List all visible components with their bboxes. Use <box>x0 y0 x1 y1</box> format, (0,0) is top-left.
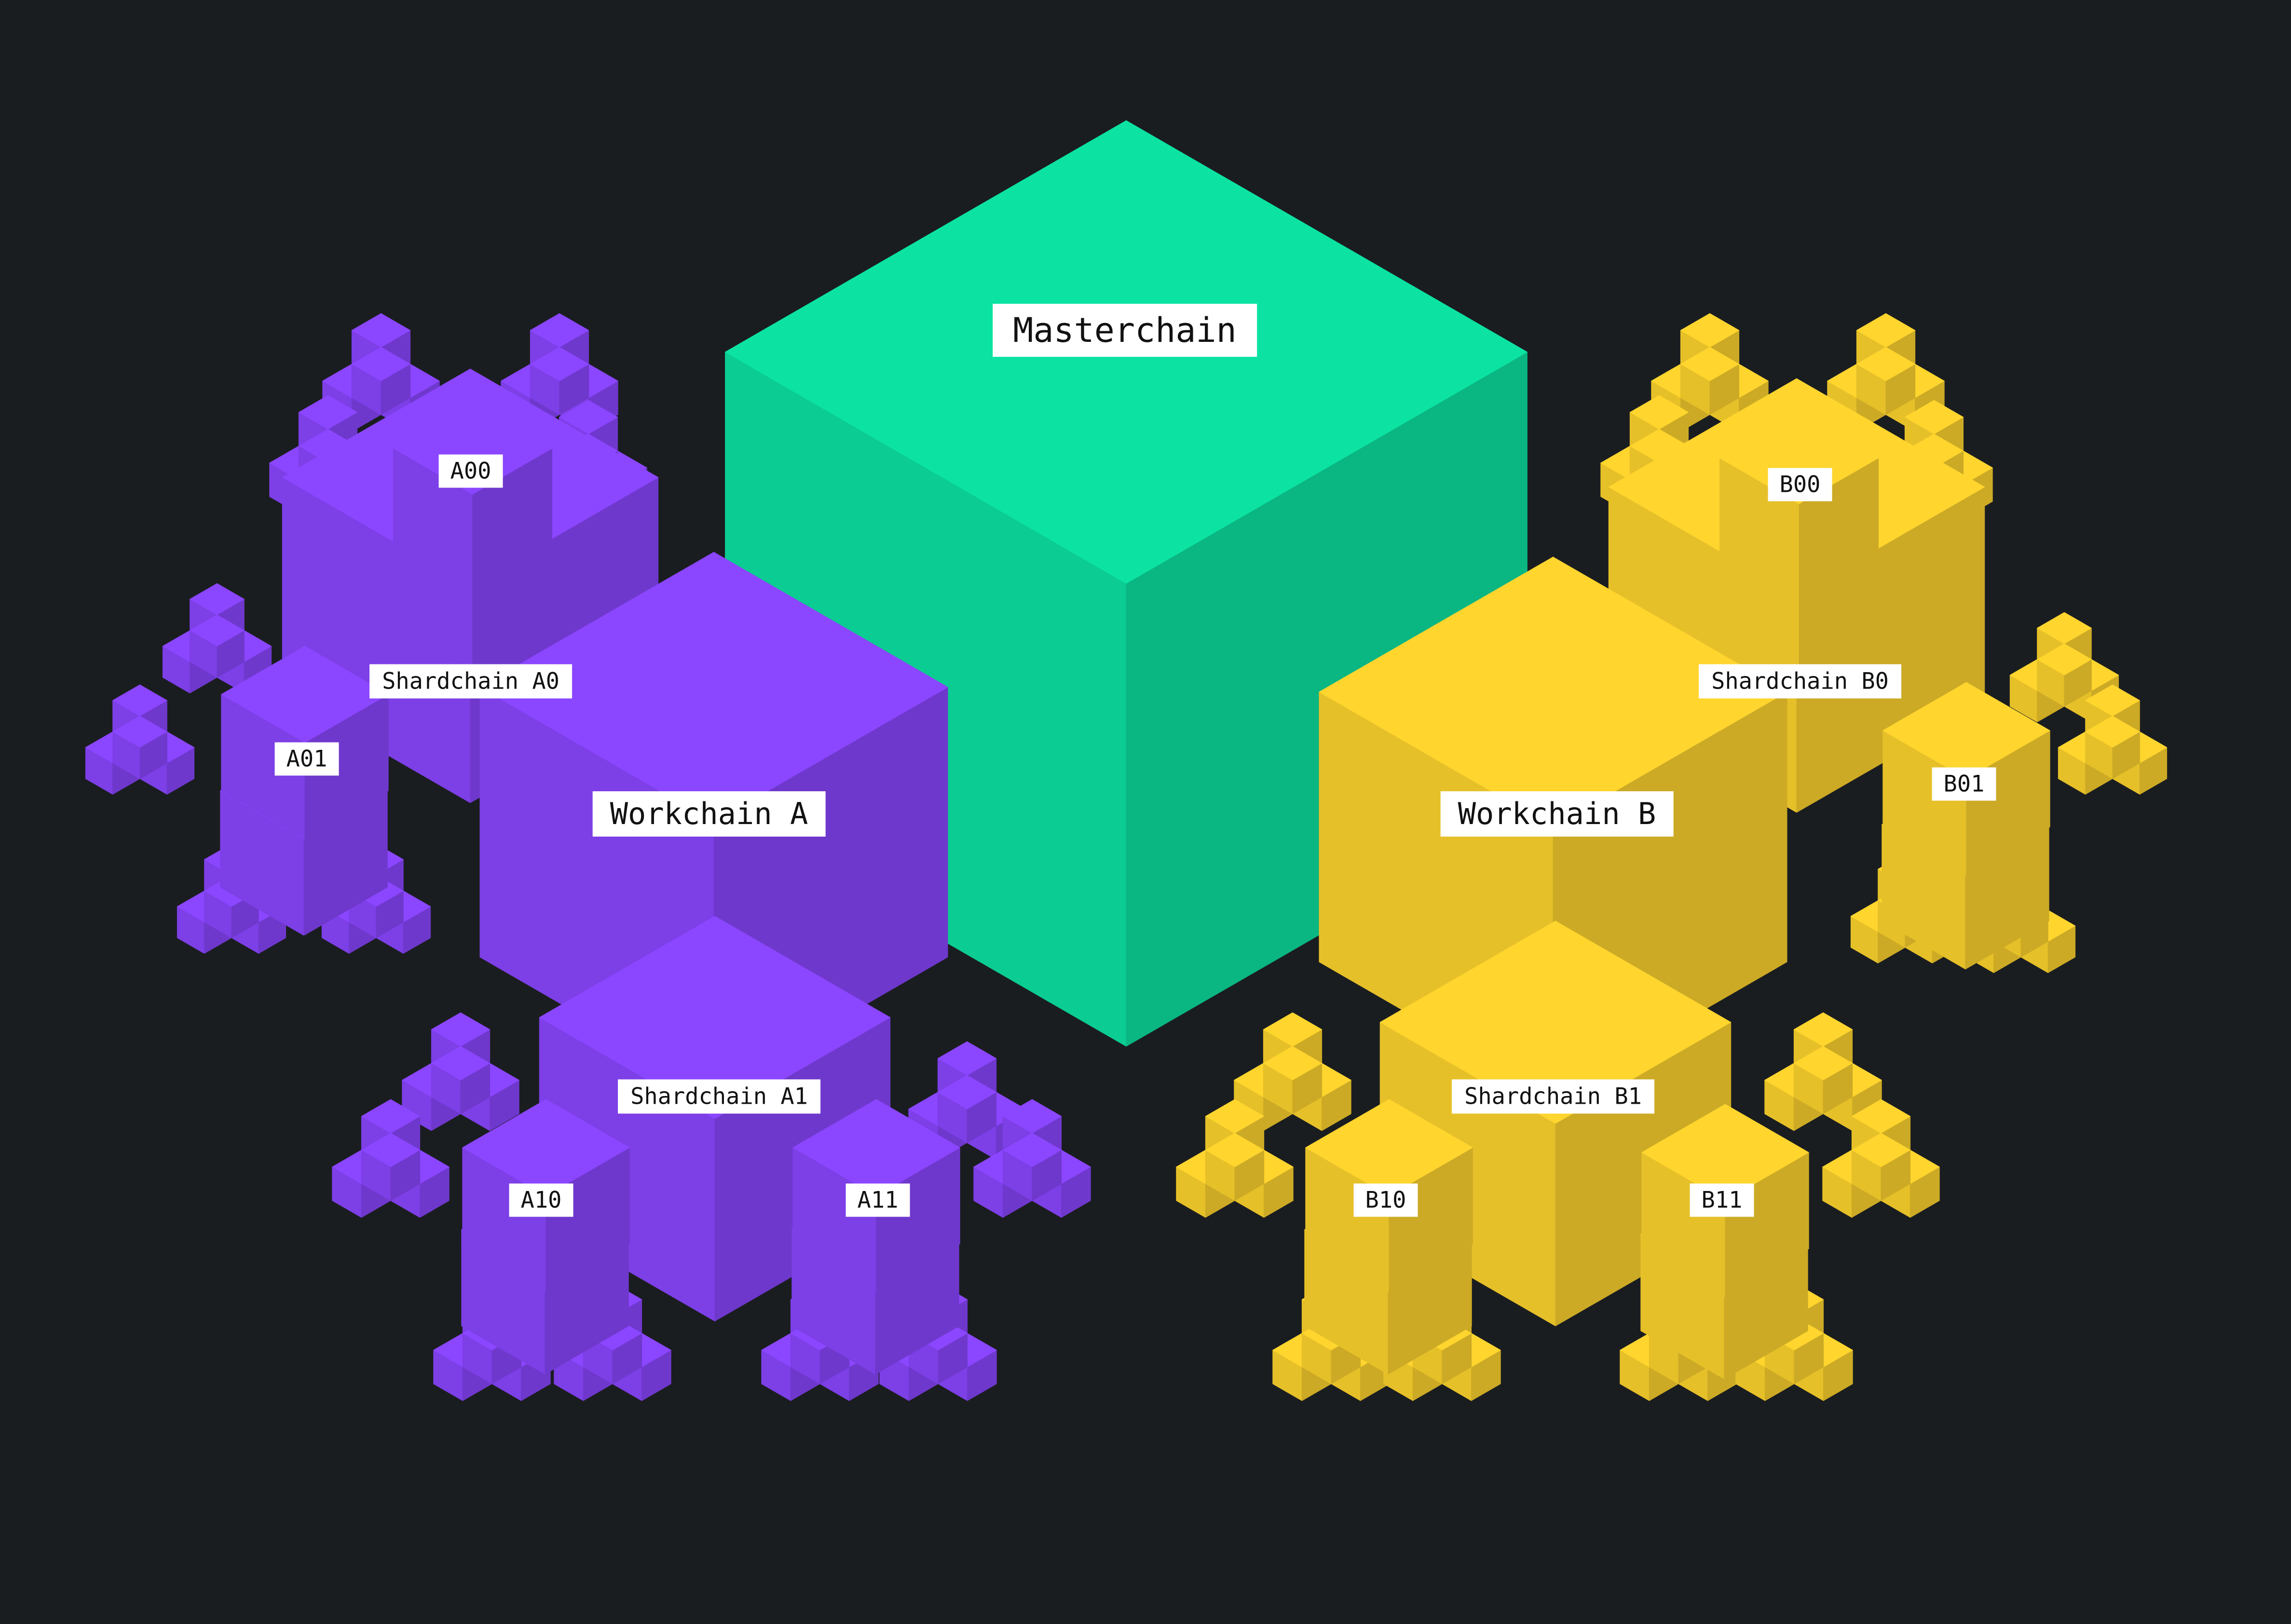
cube-top-face <box>1263 1046 1323 1081</box>
shard-a00-label: A00 <box>438 454 503 488</box>
b10-cluster-top-core <box>1263 1046 1323 1114</box>
a01-cluster-top-core <box>190 614 245 678</box>
shard-a01-label: A01 <box>274 742 339 776</box>
cube-top-face <box>1205 1133 1265 1167</box>
cube-top-face <box>2037 643 2092 676</box>
b00-cluster-left-core <box>1680 347 1740 415</box>
cube-top-face <box>1319 556 1787 827</box>
shardchain-b1-label: Shardchain B1 <box>1452 1079 1654 1114</box>
cube-top-face <box>1719 412 1879 504</box>
b11-cluster-top-core <box>1793 1046 1853 1114</box>
a00-cluster-right-core <box>530 347 589 415</box>
cube-top-face <box>1904 400 1964 434</box>
cube-top-face <box>539 916 891 1119</box>
cube-top-face <box>393 402 552 495</box>
shard-b10-label: B10 <box>1353 1183 1418 1217</box>
shardchain-b0-label: Shardchain B0 <box>1699 664 1901 699</box>
a11-cluster-top-core <box>937 1075 997 1143</box>
shard-a11-top-cube <box>792 1099 960 1293</box>
a01-cluster-left-core <box>112 716 167 779</box>
cube-top-face <box>1629 395 1689 430</box>
shardchain-a1-label: Shardchain A1 <box>618 1079 820 1114</box>
cube-top-face <box>361 1133 421 1167</box>
cube-top-face <box>559 400 618 434</box>
cube-top-face <box>1680 313 1740 348</box>
cube-top-face <box>1851 1099 1911 1134</box>
cube-top-face <box>1680 347 1740 381</box>
cube-top-face <box>1205 1099 1265 1134</box>
cube-top-face <box>1379 920 1732 1124</box>
b01-cluster-right-core <box>2085 716 2140 779</box>
cube-top-face <box>1641 1104 1809 1201</box>
cube-top-face <box>1002 1099 1062 1134</box>
cube-top-face <box>1851 1133 1911 1167</box>
cube-top-face <box>1882 682 2050 779</box>
shard-a11-label: A11 <box>845 1183 910 1217</box>
cube-top-face <box>1856 347 1916 381</box>
workchain-a-label: Workchain A <box>592 791 826 837</box>
a00-cluster-left-core <box>351 347 411 415</box>
shard-b11-label: B11 <box>1690 1183 1754 1217</box>
a10-cluster-top-core <box>431 1046 491 1114</box>
cube-top-face <box>190 614 245 647</box>
cube-top-face <box>1305 1099 1473 1196</box>
cube-top-face <box>298 395 358 430</box>
cube-top-face <box>112 716 167 748</box>
cube-top-face <box>530 347 589 381</box>
a10-cluster-left-core <box>361 1133 421 1201</box>
shard-b01-top-cube <box>1882 682 2050 876</box>
cube-top-face <box>937 1041 997 1076</box>
shardchain-a0-label: Shardchain A0 <box>369 664 572 699</box>
cube-top-face <box>2085 684 2140 717</box>
b00-cluster-right-core <box>1856 347 1916 415</box>
cube-top-face <box>792 1099 960 1196</box>
cube-top-face <box>190 583 245 615</box>
b10-cluster-left-core <box>1205 1133 1265 1201</box>
shard-b00-label: B00 <box>1768 468 1832 501</box>
cube-top-face <box>112 684 167 717</box>
cube-top-face <box>1856 313 1916 348</box>
b11-cluster-right-core <box>1851 1133 1911 1201</box>
cube-top-face <box>530 313 589 348</box>
a11-cluster-right-core <box>1002 1133 1062 1201</box>
cube-top-face <box>462 1099 630 1196</box>
cube-top-face <box>1793 1046 1853 1081</box>
shard-a01-top-cube <box>221 646 389 839</box>
workchain-b-label: Workchain B <box>1440 791 1674 837</box>
cube-top-face <box>351 347 411 381</box>
masterchain-label: Masterchain <box>993 304 1257 357</box>
cube-top-face <box>221 646 389 743</box>
cube-top-face <box>479 552 948 823</box>
cube-top-face <box>1793 1012 1853 1047</box>
cube-top-face <box>2037 612 2092 644</box>
cube-top-face <box>1002 1133 1062 1167</box>
cube-top-face <box>2085 716 2140 748</box>
cube-top-face <box>1263 1012 1323 1047</box>
cube-top-face <box>361 1099 421 1134</box>
cube-top-face <box>431 1046 491 1081</box>
shard-a10-label: A10 <box>509 1183 573 1217</box>
cube-top-face <box>351 313 411 348</box>
shard-b01-label: B01 <box>1932 767 1996 801</box>
cube-top-face <box>431 1012 491 1047</box>
b01-cluster-top-core <box>2037 643 2092 707</box>
cube-top-face <box>937 1075 997 1110</box>
